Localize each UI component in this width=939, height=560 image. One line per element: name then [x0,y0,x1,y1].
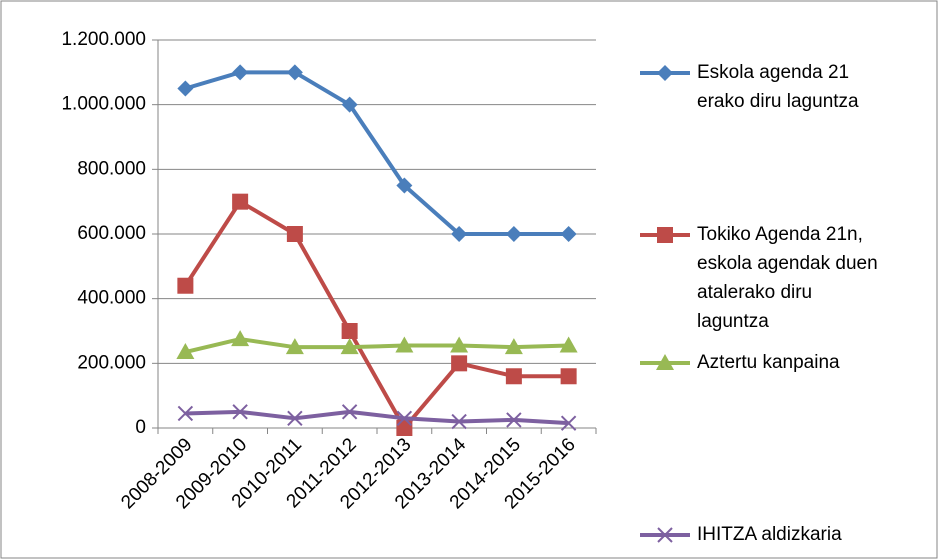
marker [505,226,522,242]
marker [657,65,673,81]
marker [506,412,522,428]
marker [396,177,413,194]
marker [396,410,413,427]
marker [341,323,358,339]
marker [340,338,359,355]
series-line [183,199,569,430]
marker [177,405,194,422]
marker [451,226,468,242]
marker [451,355,468,372]
marker [232,64,249,81]
marker [560,415,577,431]
y-tick-label: 800.000 [77,158,146,179]
legend-label: IHITZA aldizkaria [697,524,842,545]
marker [505,368,522,385]
marker [559,336,578,353]
marker [657,227,673,243]
marker [177,80,194,97]
legend-label: Tokiko Agenda 21n, eskola agendak duen a… [697,224,878,332]
marker [657,527,673,543]
marker [232,404,248,420]
y-tick-label: 400.000 [77,288,146,309]
legend-label: Eskola agenda 21 erako diru laguntza [697,62,859,112]
marker [231,330,250,347]
y-tick-label: 600.000 [77,223,146,244]
legend-label: Aztertu kanpaina [697,352,840,373]
series-line [184,70,569,236]
marker [286,226,303,242]
y-tick-label: 200.000 [77,352,146,373]
marker [341,96,358,113]
marker [177,277,194,294]
marker [232,193,249,210]
series-line [185,409,569,426]
series-line [184,337,569,354]
y-tick-label: 1.200.000 [61,29,146,50]
marker [395,336,414,353]
y-tick-label: 1.000.000 [61,94,146,115]
marker [176,343,195,360]
marker [656,354,674,370]
marker [285,338,304,355]
marker [504,338,523,355]
marker [451,413,467,430]
marker [560,368,577,385]
marker [341,404,358,420]
y-tick-label: 0 [135,417,146,438]
marker [450,336,469,353]
marker [396,420,413,436]
marker [286,64,303,81]
marker [560,226,577,242]
marker [287,410,303,427]
